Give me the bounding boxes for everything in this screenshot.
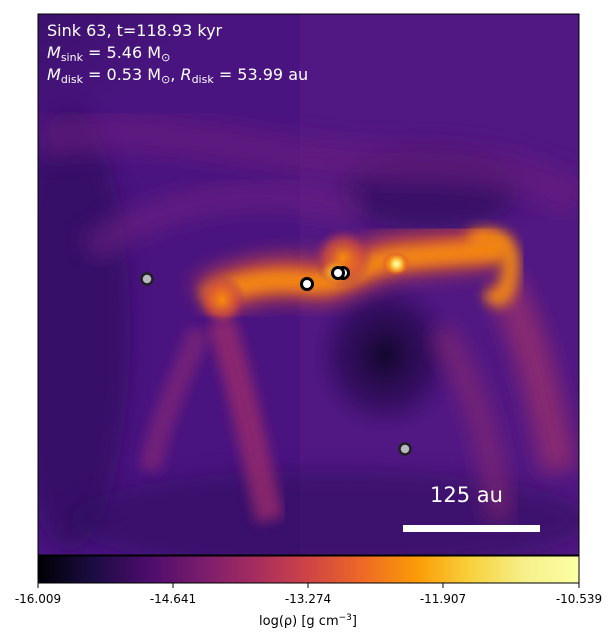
sink-marker: [331, 266, 350, 280]
disk-separator: ,: [170, 65, 181, 84]
sink-mass-value: = 5.46 M: [88, 43, 162, 62]
sink-mass-symbol: M: [47, 43, 61, 62]
colorbar-tick-label: -14.641: [149, 592, 197, 606]
disk-radius-subscript: disk: [191, 73, 214, 86]
sink-marker: [300, 277, 314, 291]
disk-mass-value: = 0.53 M: [88, 65, 162, 84]
density-map: [38, 14, 579, 555]
disk-radius-symbol: R: [180, 65, 192, 84]
sink-mass: Msink = 5.46 M⊙: [47, 43, 170, 64]
colorbar-tick-label: -11.907: [419, 592, 467, 606]
colorbar-label-text: log(ρ) [g cm: [259, 614, 339, 629]
scale-bar: [403, 525, 540, 532]
disk-mass-subscript: disk: [60, 73, 83, 86]
disk-mass-symbol: M: [47, 65, 61, 84]
sink-marker: [398, 442, 412, 456]
scale-bar-label: 125 au: [430, 483, 503, 507]
disk-mass-unit: ⊙: [161, 73, 171, 86]
disk-properties: Mdisk = 0.53 M⊙, Rdisk = 53.99 au: [47, 65, 308, 86]
map-frame: [37, 13, 580, 556]
colorbar-tick-label: -16.009: [14, 592, 62, 606]
sink-title: Sink 63, t=118.93 kyr: [47, 21, 223, 40]
colorbar: [38, 556, 579, 583]
colorbar-tick-label: -13.274: [284, 592, 332, 606]
sink-mass-unit: ⊙: [161, 51, 171, 64]
sink-mass-subscript: sink: [60, 51, 83, 64]
sink-particles: [140, 266, 412, 456]
colorbar-tick-label: -10.539: [555, 592, 603, 606]
colorbar-ticks: [37, 583, 580, 588]
colorbar-label: log(ρ) [g cm−3]: [259, 613, 357, 629]
disk-radius-value: = 53.99 au: [218, 65, 309, 84]
sink-marker: [140, 272, 154, 286]
colorbar-label-close: ]: [351, 614, 357, 629]
colorbar-label-exponent: −3: [338, 613, 352, 623]
